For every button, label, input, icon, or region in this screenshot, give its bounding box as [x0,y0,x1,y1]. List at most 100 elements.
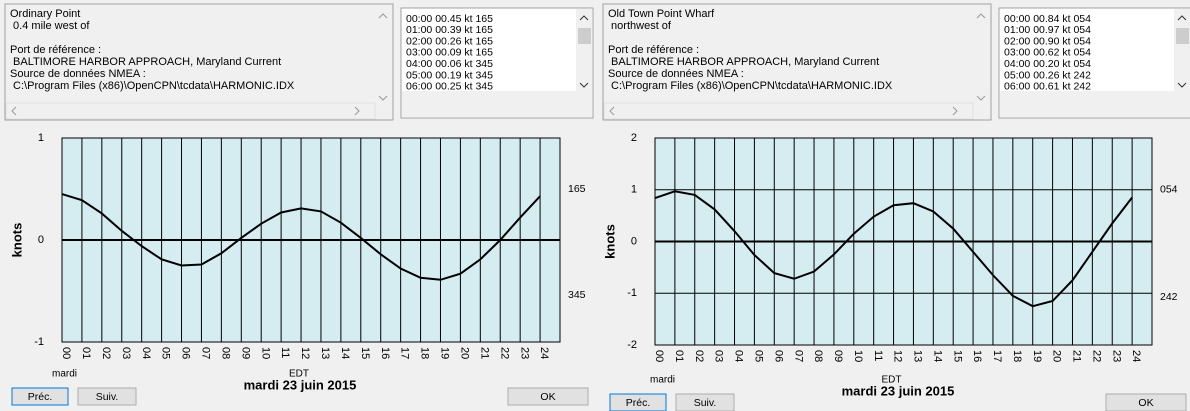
x-tick-label: 12 [299,347,311,359]
x-tick-label: 07 [200,347,212,359]
x-tick-label: 19 [1031,350,1043,362]
button[interactable] [609,393,667,411]
info-text: C:\Program Files (x86)\OpenCPN\tcdata\HA… [10,80,295,92]
x-tick-label: 22 [498,347,510,359]
info-text: Source de données NMEA : [10,68,146,80]
list-hbar [1000,91,1174,117]
x-tick-label: 17 [991,350,1003,362]
x-tick-label: 00 [60,347,72,359]
button[interactable] [675,393,735,411]
x-tick-label: 01 [80,347,92,359]
x-tick-label: 18 [419,347,431,359]
button-label[interactable]: OK [540,391,555,403]
button[interactable] [11,387,69,406]
scroll-arrow [378,13,388,19]
day-label: mardi [650,375,675,386]
h-scrollbar [603,102,974,120]
x-tick-label: 20 [1051,350,1063,362]
y-tick-label: 0 [38,234,44,246]
x-tick-label: 04 [733,350,745,362]
info-text: Port de référence : [608,44,699,56]
scroll-arrow [579,15,589,21]
x-tick-label: 17 [399,347,411,359]
date-title: mardi 23 juin 2015 [244,377,357,392]
list-item[interactable]: 04:00 00.20 kt 054 [1004,58,1091,70]
direction-label: 345 [568,289,586,301]
list-item[interactable]: 02:00 00.26 kt 165 [406,35,493,47]
list-item[interactable]: 03:00 00.09 kt 165 [406,47,493,59]
scroll-arrow [378,95,388,101]
x-tick-label: 06 [180,347,192,359]
list-thumb [578,28,591,44]
list-item[interactable]: 05:00 00.19 kt 345 [406,69,493,81]
button-label[interactable]: Suiv. [96,391,119,403]
x-tick-label: 19 [439,347,451,359]
x-tick-label: 08 [812,350,824,362]
list-item[interactable]: 04:00 00.06 kt 345 [406,58,493,70]
button-label[interactable]: OK [1138,397,1153,409]
list-item[interactable]: 06:00 00.25 kt 345 [406,81,493,93]
button[interactable] [77,387,137,406]
x-tick-label: 11 [279,347,291,358]
day-label: mardi [52,369,77,380]
info-text: BALTIMORE HARBOR APPROACH, Maryland Curr… [10,56,281,68]
button[interactable] [1105,393,1187,411]
scroll-arrow [579,82,589,88]
scroll-arrow [1177,82,1187,88]
x-tick-label: 02 [693,350,705,362]
list-item[interactable]: 00:00 00.45 kt 165 [406,13,493,25]
x-tick-label: 01 [673,350,685,362]
x-tick-label: 06 [772,350,784,362]
list-scrollbar [576,9,592,117]
info-text: C:\Program Files (x86)\OpenCPN\tcdata\HA… [608,80,893,92]
list-item[interactable]: 01:00 00.39 kt 165 [406,24,493,36]
info-text: BALTIMORE HARBOR APPROACH, Maryland Curr… [608,56,879,68]
list-item[interactable]: 03:00 00.62 kt 054 [1004,47,1091,59]
x-tick-label: 04 [140,347,152,359]
direction-label: 054 [1160,184,1178,196]
x-tick-label: 07 [792,350,804,362]
button-label[interactable]: Préc. [626,397,651,409]
date-title: mardi 23 juin 2015 [842,383,955,398]
scroll-arrow [976,95,986,101]
info-box [602,3,992,121]
x-tick-label: 12 [892,350,904,362]
x-tick-label: 24 [538,347,550,359]
y-tick-label: -2 [627,339,637,351]
y-tick-label: -1 [627,287,637,299]
list-hbar [402,91,576,117]
info-text: Source de données NMEA : [608,68,744,80]
x-tick-label: 24 [1130,350,1142,362]
button-label[interactable]: Suiv. [694,397,717,409]
button-label[interactable]: Préc. [28,391,53,403]
x-tick-label: 02 [100,347,112,359]
list-item[interactable]: 06:00 00.61 kt 242 [1004,81,1091,93]
x-tick-label: 11 [872,350,884,361]
x-tick-label: 09 [832,350,844,362]
scroll-arrow [952,106,958,116]
x-tick-label: 00 [653,350,665,362]
x-tick-label: 21 [1071,350,1083,362]
x-tick-label: 15 [359,347,371,359]
x-tick-label: 09 [239,347,251,359]
v-scrollbar [973,5,990,103]
list-item[interactable]: 01:00 00.97 kt 054 [1004,24,1091,36]
y-tick-label: 2 [631,132,637,144]
scroll-arrow [1177,15,1187,21]
x-axis-label: EDT [882,375,902,386]
x-tick-label: 20 [458,347,470,359]
info-text: northwest of [608,20,672,32]
info-text: 0.4 mile west of [10,20,90,32]
list-item[interactable]: 05:00 00.26 kt 242 [1004,69,1091,81]
x-tick-label: 03 [713,350,725,362]
list-item[interactable]: 02:00 00.90 kt 054 [1004,35,1091,47]
y-tick-label: 1 [631,184,637,196]
x-tick-label: 22 [1090,350,1102,362]
list-item[interactable]: 00:00 00.84 kt 054 [1004,13,1091,25]
button[interactable] [507,387,589,406]
scroll-arrow [976,13,986,19]
y-tick-label: -1 [34,336,44,348]
